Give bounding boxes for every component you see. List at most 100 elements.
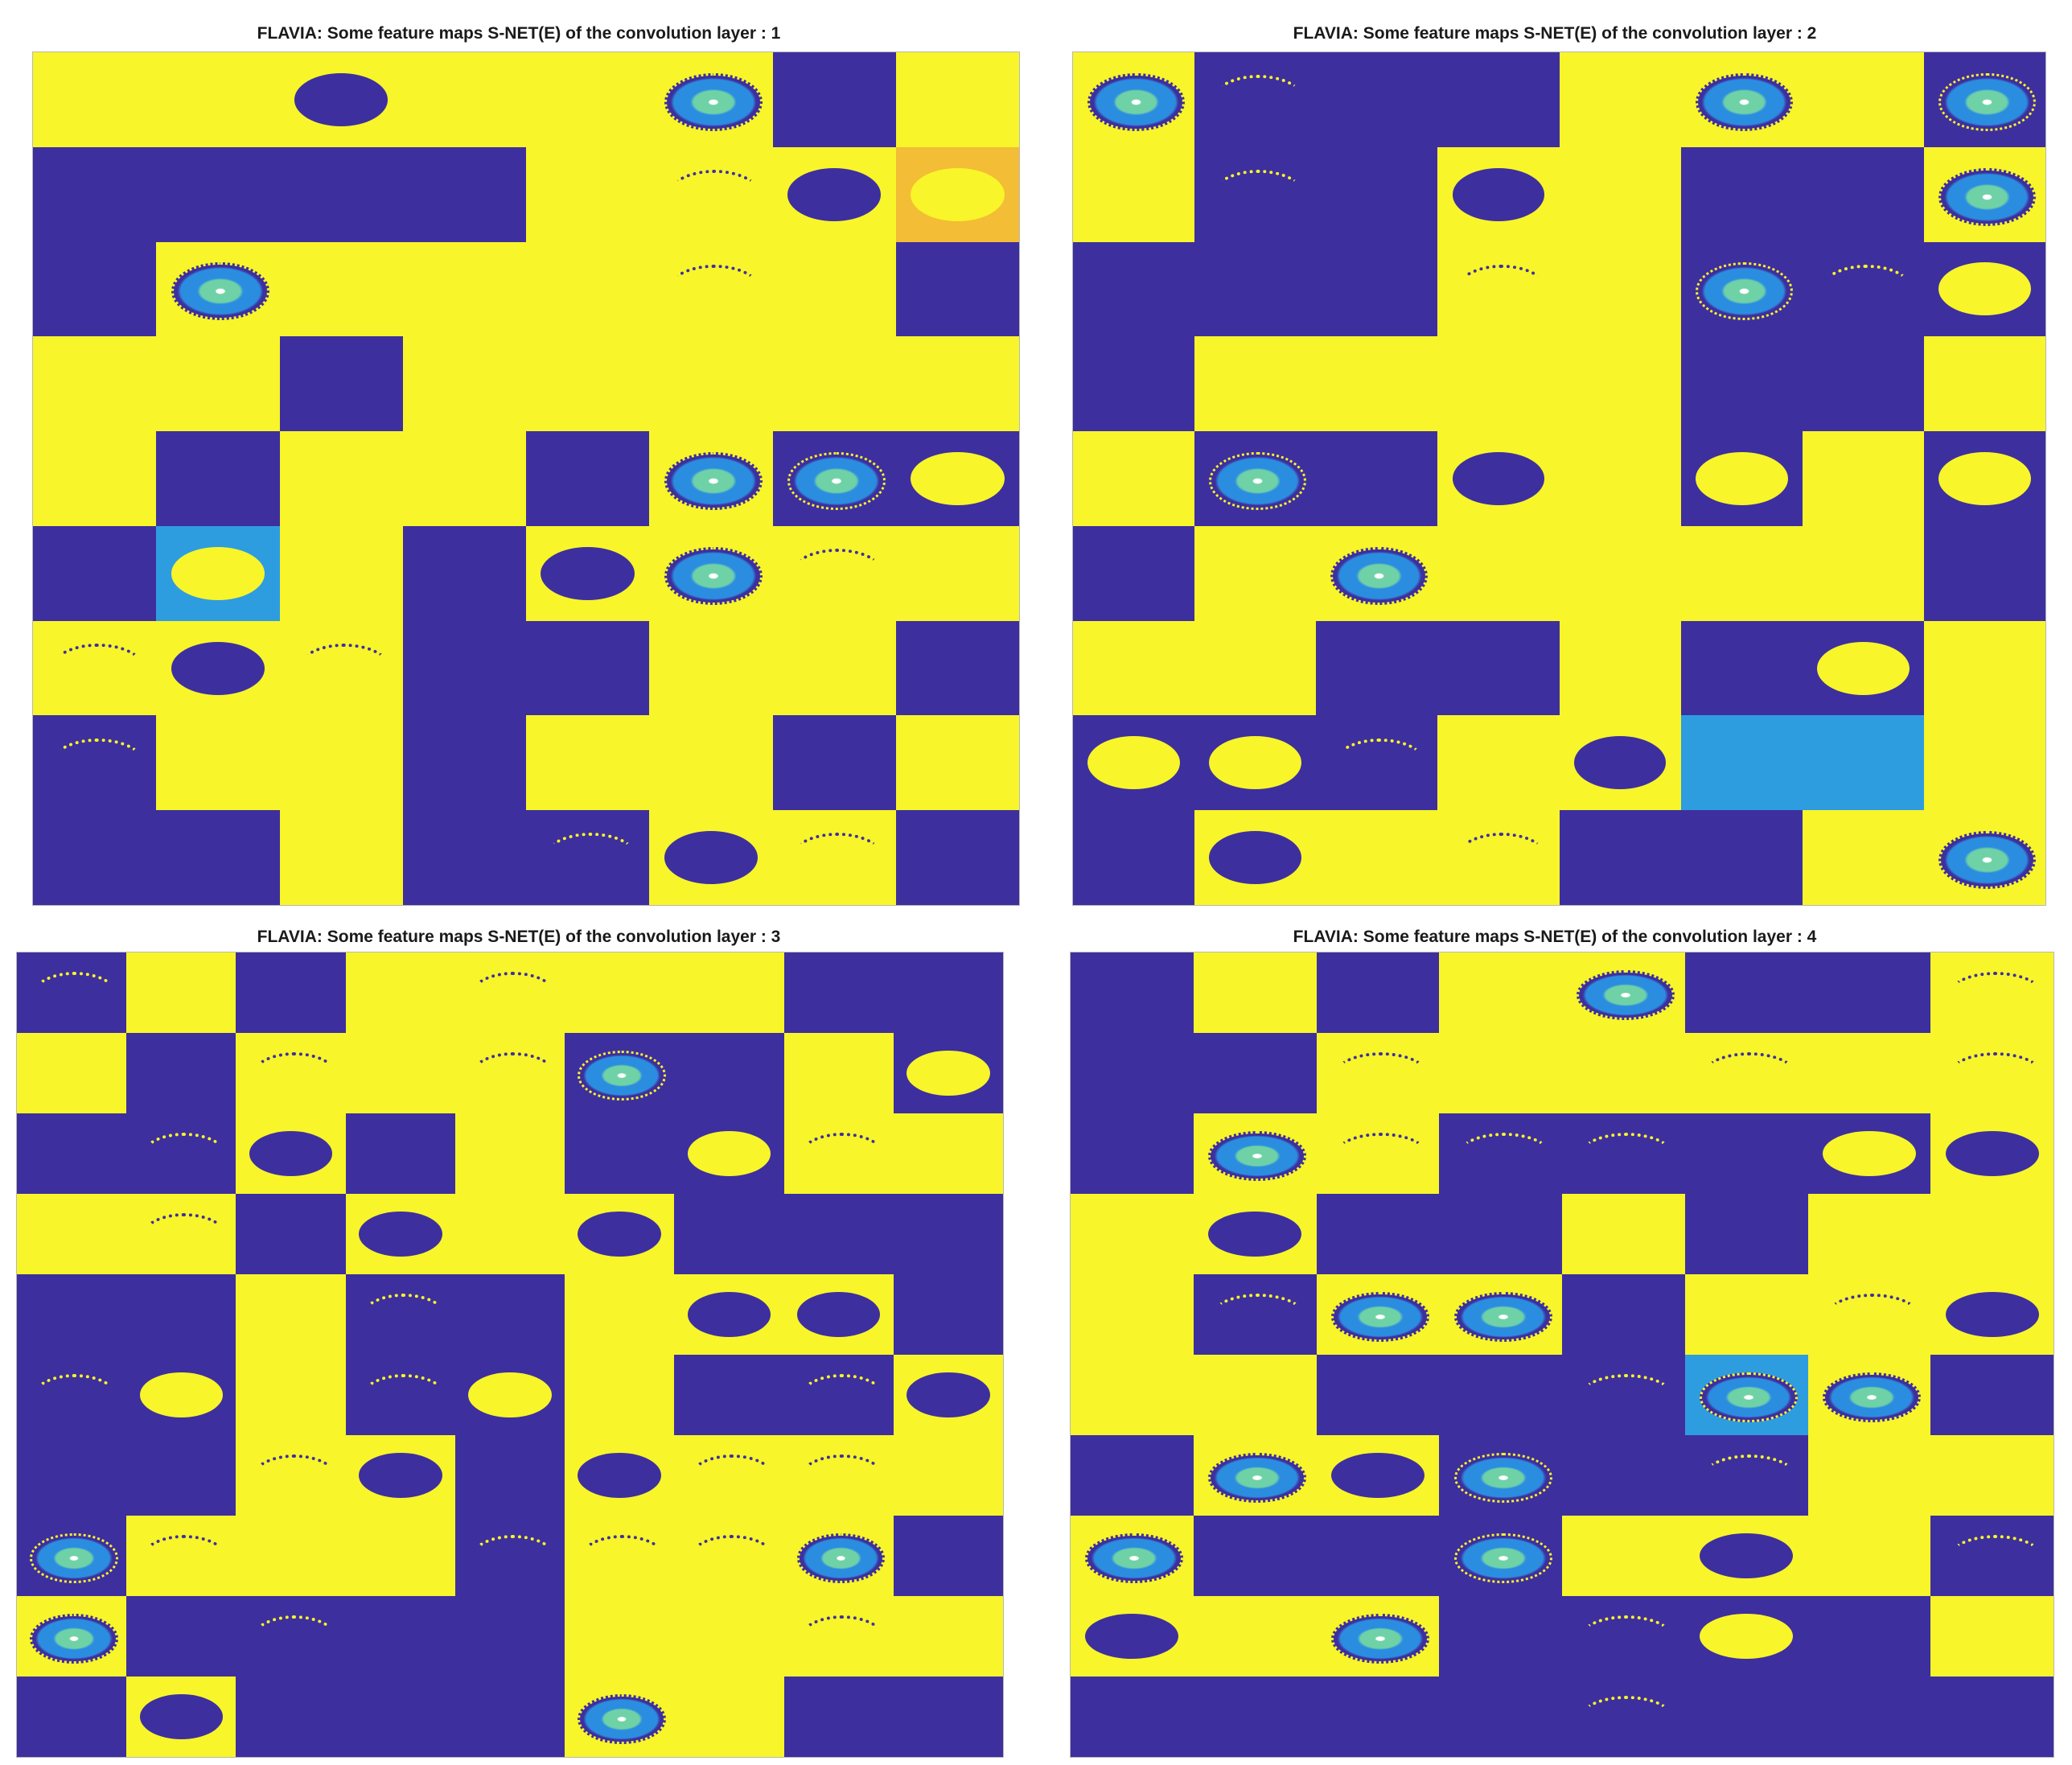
panel-title: FLAVIA: Some feature maps S-NET(E) of th… [1293,928,1817,946]
leaf-edge-trace [1579,1374,1675,1419]
feature-map-tile [1680,525,1803,621]
leaf-activation [906,1372,990,1417]
feature-map-tile [236,952,346,1033]
feature-map-tile [1439,1033,1562,1113]
feature-map-tile [895,241,1019,337]
feature-map-tile [1802,336,1924,432]
feature-map-tile [454,1596,565,1677]
feature-map-tile [1684,1596,1808,1677]
feature-map-tile [1316,431,1438,526]
feature-map-tile [1802,241,1924,337]
feature-map-tile [156,146,280,242]
feature-map-tile [772,431,896,526]
feature-map-tile [402,241,526,337]
feature-map-tile [1807,1274,1931,1355]
feature-map-tile [345,1274,455,1355]
feature-map-tile [454,1435,565,1516]
leaf-edge-trace [142,1535,228,1580]
feature-map-tile [772,52,896,147]
feature-map-tile [565,1516,675,1596]
leaf-edge-trace [689,1454,775,1500]
feature-map-tile [1073,146,1195,242]
feature-map-tile [236,1355,346,1435]
feature-map-tile [565,1194,675,1274]
feature-map-tile [1559,52,1681,147]
feature-map-tile [345,1596,455,1677]
feature-map-tile [1930,1113,2054,1194]
feature-map-tile [1439,1274,1562,1355]
leaf-edge-trace [666,170,763,222]
feature-map-tile [526,810,650,905]
feature-map-tile [783,1596,894,1677]
feature-map-tile [1439,1113,1562,1194]
feature-map-panel-2: FLAVIA: Some feature maps S-NET(E) of th… [1038,0,2072,906]
feature-map-tile [454,1677,565,1757]
leaf-activation [30,1533,118,1583]
leaf-activation [359,970,442,1015]
feature-map-tile [1562,1677,1685,1757]
leaf-activation [1700,1614,1794,1659]
leaf-activation [1330,357,1424,411]
leaf-edge-trace [1211,1294,1306,1339]
feature-map-tile [1562,1516,1685,1596]
leaf-edge-trace [1211,170,1306,222]
leaf-activation [1208,1453,1307,1503]
feature-map-tile [156,620,280,716]
leaf-activation [1330,1292,1429,1342]
feature-map-tile [126,1435,236,1516]
leaf-activation [249,1131,333,1176]
leaf-activation [541,546,635,600]
feature-map-tile [895,146,1019,242]
leaf-activation [664,736,758,790]
leaf-edge-trace [1824,1294,1920,1339]
feature-map-tile [772,620,896,716]
feature-map-tile [1684,1194,1808,1274]
leaf-activation [1822,970,1916,1015]
leaf-activation [468,1212,552,1257]
leaf-activation [906,1292,990,1337]
feature-map-tile [565,1435,675,1516]
feature-map-tile [1193,1274,1317,1355]
feature-map-tile [895,620,1019,716]
leaf-activation [664,357,758,411]
leaf-activation [359,1453,442,1498]
feature-map-tile [1194,620,1317,716]
feature-map-tile [649,715,773,811]
feature-map-tile [1437,146,1560,242]
feature-map-tile [674,1274,784,1355]
leaf-edge-trace [360,1294,446,1339]
feature-map-tile [895,336,1019,432]
feature-map-tile [1071,1274,1194,1355]
feature-map-tile [1071,1194,1194,1274]
feature-map-tile [1316,336,1438,432]
feature-map-tile [1930,1677,2054,1757]
feature-map-tile [1193,1113,1317,1194]
feature-map-tile [156,431,280,526]
feature-map-tile [1802,715,1924,811]
feature-map-tile [1807,1677,1931,1757]
feature-map-tile [1316,810,1438,905]
feature-map-tile [454,1355,565,1435]
feature-map-grid [1072,51,2046,906]
leaf-edge-trace [470,1535,557,1580]
feature-map-grid [32,51,1020,906]
feature-map-tile [1807,1113,1931,1194]
feature-map-tile [1680,52,1803,147]
feature-map-tile [33,241,157,337]
leaf-activation [1695,262,1793,321]
feature-map-tile [1684,1355,1808,1435]
leaf-edge-trace [1579,1696,1675,1741]
feature-map-tile [893,1033,1003,1113]
feature-map-tile [33,431,157,526]
feature-map-tile [33,52,157,147]
feature-map-tile [402,336,526,432]
panel-title: FLAVIA: Some feature maps S-NET(E) of th… [1293,24,1817,43]
feature-map-tile [345,1677,455,1757]
leaf-activation [171,546,265,600]
feature-map-tile [1559,336,1681,432]
feature-map-tile [526,525,650,621]
leaf-edge-trace [1702,1454,1798,1500]
feature-map-tile [526,620,650,716]
feature-map-tile [1680,241,1803,337]
feature-map-tile [649,525,773,621]
